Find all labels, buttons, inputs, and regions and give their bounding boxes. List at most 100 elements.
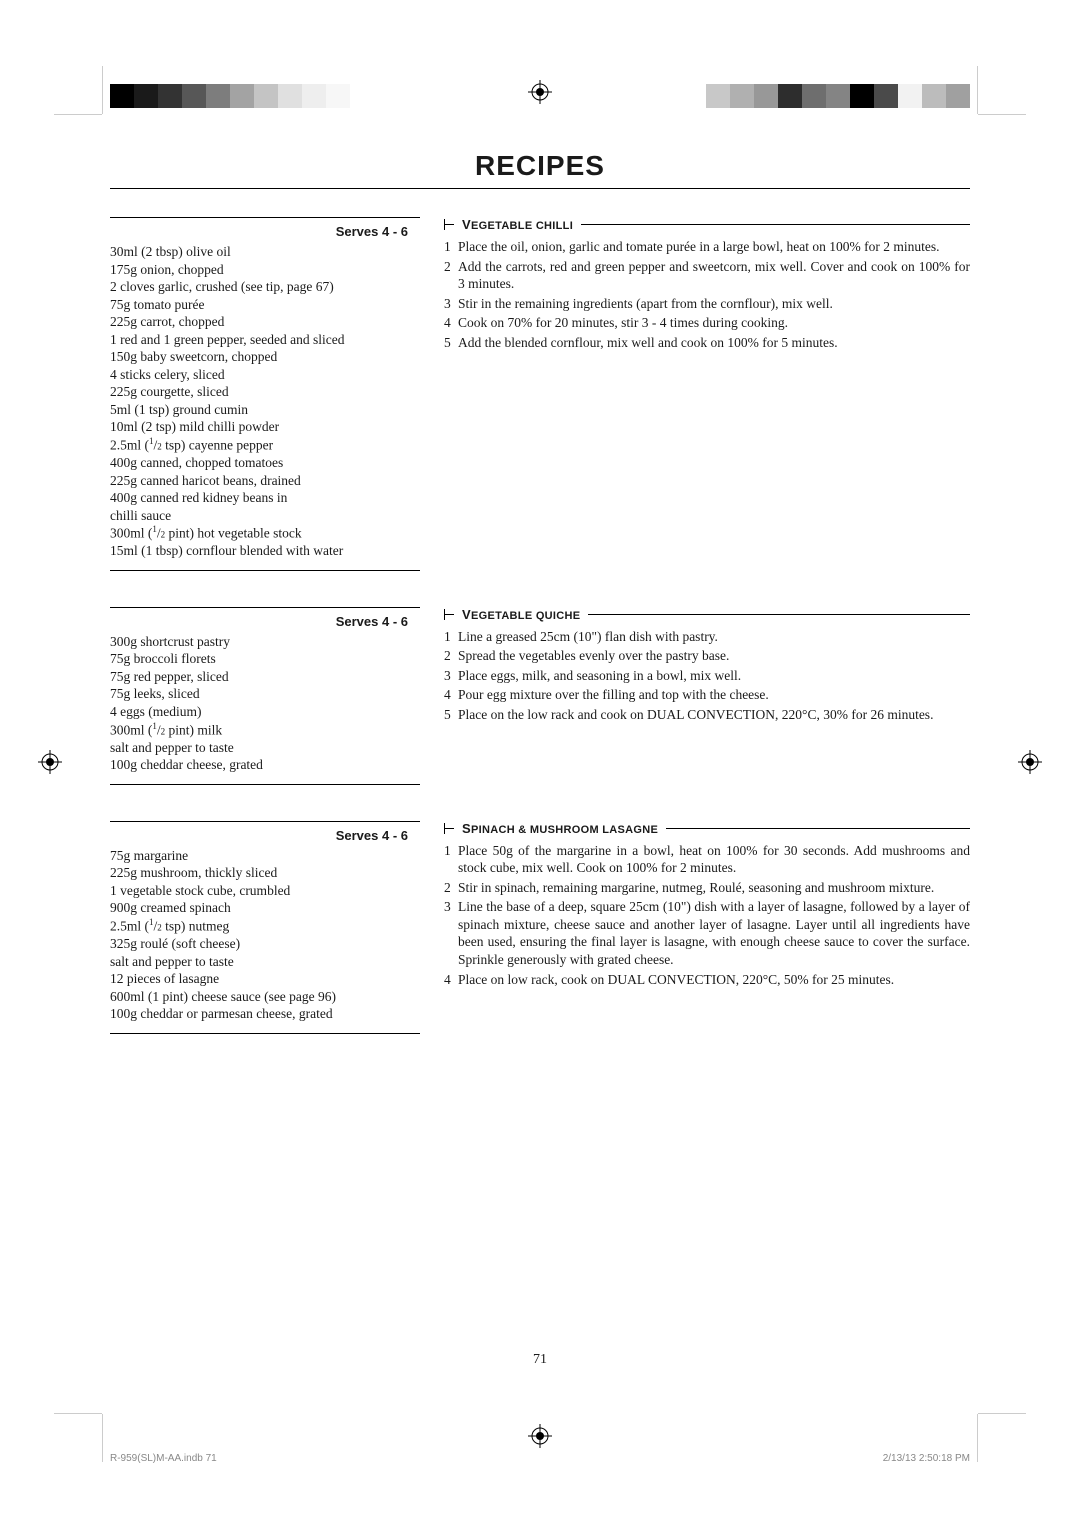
- heading-rule: [588, 614, 970, 615]
- recipes-container: Serves 4 - 630ml (2 tbsp) olive oil175g …: [110, 217, 970, 1034]
- ingredient-line: 300g shortcrust pastry: [110, 633, 408, 651]
- ingredient-line: 225g mushroom, thickly sliced: [110, 864, 408, 882]
- ingredient-line: 400g canned, chopped tomatoes: [110, 454, 408, 472]
- color-swatch: [802, 84, 826, 108]
- footer-timestamp: 2/13/13 2:50:18 PM: [883, 1453, 970, 1464]
- registration-mark-icon: [528, 1424, 552, 1448]
- instruction-step: 4Cook on 70% for 20 minutes, stir 3 - 4 …: [444, 314, 970, 332]
- recipe-name: SPINACH & MUSHROOM LASAGNE: [462, 821, 658, 836]
- crop-mark: [978, 1413, 1026, 1414]
- step-text: Place 50g of the margarine in a bowl, he…: [458, 842, 970, 877]
- color-swatch: [922, 84, 946, 108]
- ingredient-line: salt and pepper to taste: [110, 953, 408, 971]
- color-swatch: [350, 84, 374, 108]
- instruction-step: 5Place on the low rack and cook on DUAL …: [444, 706, 970, 724]
- color-swatch: [254, 84, 278, 108]
- heading-rule: [666, 828, 970, 829]
- color-swatch: [230, 84, 254, 108]
- color-swatch: [754, 84, 778, 108]
- ingredient-line: 15ml (1 tbsp) cornflour blended with wat…: [110, 542, 408, 560]
- step-text: Add the carrots, red and green pepper an…: [458, 258, 970, 293]
- registration-mark-icon: [528, 80, 552, 104]
- step-number: 3: [444, 667, 458, 685]
- color-swatch: [898, 84, 922, 108]
- step-number: 3: [444, 898, 458, 968]
- ingredients-column: Serves 4 - 6 300g shortcrust pastry75g br…: [110, 607, 420, 785]
- ingredient-line: 225g courgette, sliced: [110, 383, 408, 401]
- step-text: Line the base of a deep, square 25cm (10…: [458, 898, 970, 968]
- step-number: 1: [444, 842, 458, 877]
- color-bar-left: [110, 84, 374, 108]
- instructions-column: SPINACH & MUSHROOM LASAGNE 1Place 50g of …: [420, 821, 970, 1034]
- step-text: Place eggs, milk, and seasoning in a bow…: [458, 667, 970, 685]
- instruction-step: 3Stir in the remaining ingredients (apar…: [444, 295, 970, 313]
- ingredient-line: 10ml (2 tsp) mild chilli powder: [110, 418, 408, 436]
- color-swatch: [302, 84, 326, 108]
- heading-tick-icon: [444, 224, 454, 225]
- ingredient-line: 75g leeks, sliced: [110, 685, 408, 703]
- heading-tick-icon: [444, 614, 454, 615]
- ingredient-line: chilli sauce: [110, 507, 408, 525]
- serves-label: Serves 4 - 6: [110, 614, 408, 629]
- ingredients-column: Serves 4 - 6 75g margarine225g mushroom, …: [110, 821, 420, 1034]
- ingredient-line: 1 vegetable stock cube, crumbled: [110, 882, 408, 900]
- instruction-step: 2Spread the vegetables evenly over the p…: [444, 647, 970, 665]
- step-number: 4: [444, 971, 458, 989]
- ingredient-line: 75g tomato purée: [110, 296, 408, 314]
- step-text: Place the oil, onion, garlic and tomate …: [458, 238, 970, 256]
- ingredient-line: 300ml (1/2 pint) milk: [110, 721, 408, 739]
- color-swatch: [850, 84, 874, 108]
- ingredient-line: 75g margarine: [110, 847, 408, 865]
- recipe-name: VEGETABLE CHILLI: [462, 217, 573, 232]
- step-text: Place on the low rack and cook on DUAL C…: [458, 706, 970, 724]
- step-text: Place on low rack, cook on DUAL CONVECTI…: [458, 971, 970, 989]
- instruction-step: 3Line the base of a deep, square 25cm (1…: [444, 898, 970, 968]
- ingredient-line: 2 cloves garlic, crushed (see tip, page …: [110, 278, 408, 296]
- page-number: 71: [110, 1352, 970, 1368]
- color-swatch: [206, 84, 230, 108]
- step-number: 5: [444, 706, 458, 724]
- recipe-heading-row: VEGETABLE QUICHE: [444, 607, 970, 622]
- instruction-step: 4Place on low rack, cook on DUAL CONVECT…: [444, 971, 970, 989]
- ingredient-line: 900g creamed spinach: [110, 899, 408, 917]
- ingredient-line: 300ml (1/2 pint) hot vegetable stock: [110, 524, 408, 542]
- recipe-heading-row: SPINACH & MUSHROOM LASAGNE: [444, 821, 970, 836]
- step-number: 4: [444, 686, 458, 704]
- instruction-step: 2Add the carrots, red and green pepper a…: [444, 258, 970, 293]
- crop-mark: [102, 1414, 103, 1462]
- instruction-step: 4Pour egg mixture over the filling and t…: [444, 686, 970, 704]
- step-number: 5: [444, 334, 458, 352]
- instruction-step: 1Place 50g of the margarine in a bowl, h…: [444, 842, 970, 877]
- ingredient-line: 175g onion, chopped: [110, 261, 408, 279]
- crop-mark: [977, 1414, 978, 1462]
- step-number: 2: [444, 879, 458, 897]
- ingredient-line: 2.5ml (1/2 tsp) cayenne pepper: [110, 436, 408, 454]
- ingredient-line: 30ml (2 tbsp) olive oil: [110, 243, 408, 261]
- color-swatch: [826, 84, 850, 108]
- color-swatch: [134, 84, 158, 108]
- color-swatch: [278, 84, 302, 108]
- instruction-step: 2Stir in spinach, remaining margarine, n…: [444, 879, 970, 897]
- step-text: Cook on 70% for 20 minutes, stir 3 - 4 t…: [458, 314, 970, 332]
- serves-label: Serves 4 - 6: [110, 828, 408, 843]
- instruction-step: 1Place the oil, onion, garlic and tomate…: [444, 238, 970, 256]
- instructions-column: VEGETABLE QUICHE1Line a greased 25cm (10…: [420, 607, 970, 785]
- ingredient-line: 225g carrot, chopped: [110, 313, 408, 331]
- ingredient-line: 5ml (1 tsp) ground cumin: [110, 401, 408, 419]
- color-swatch: [874, 84, 898, 108]
- ingredients-column: Serves 4 - 630ml (2 tbsp) olive oil175g …: [110, 217, 420, 571]
- color-swatch: [110, 84, 134, 108]
- ingredient-line: 4 eggs (medium): [110, 703, 408, 721]
- crop-mark: [102, 66, 103, 114]
- recipe-block: Serves 4 - 6 75g margarine225g mushroom, …: [110, 821, 970, 1034]
- ingredient-line: salt and pepper to taste: [110, 739, 408, 757]
- ingredient-line: 75g broccoli florets: [110, 650, 408, 668]
- ingredient-line: 100g cheddar or parmesan cheese, grated: [110, 1005, 408, 1023]
- color-swatch: [706, 84, 730, 108]
- footer-filename: R-959(SL)M-AA.indb 71: [110, 1453, 217, 1464]
- ingredient-line: 2.5ml (1/2 tsp) nutmeg: [110, 917, 408, 935]
- recipe-heading-row: VEGETABLE CHILLI: [444, 217, 970, 232]
- color-swatch: [326, 84, 350, 108]
- step-number: 4: [444, 314, 458, 332]
- color-swatch: [158, 84, 182, 108]
